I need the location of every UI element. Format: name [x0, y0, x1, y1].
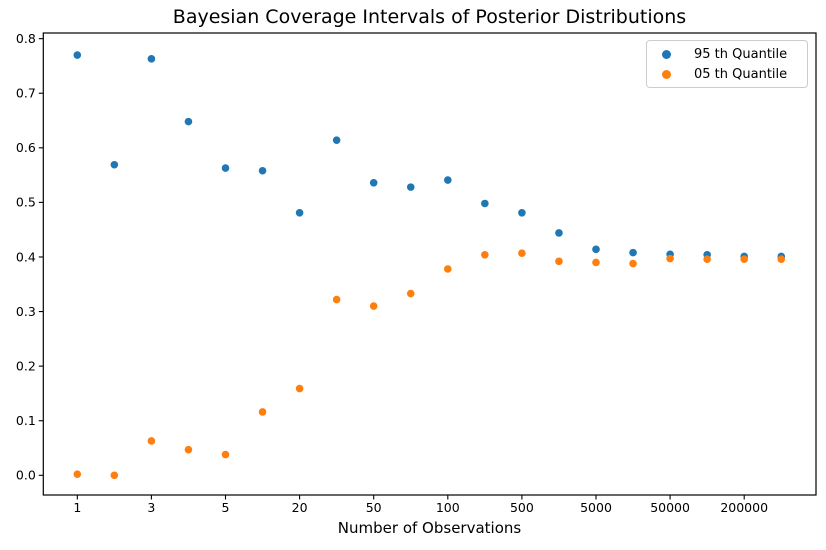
- data-point-series-1: [147, 437, 156, 445]
- data-point-series-1: [444, 265, 452, 273]
- y-tick-label: 0.1: [16, 413, 36, 428]
- data-point-series-1: [740, 255, 748, 263]
- data-point-series-0: [369, 178, 378, 187]
- y-tick-label: 0.8: [16, 31, 36, 46]
- legend-item-05th-quantile: 05 th Quantile: [647, 64, 807, 84]
- data-point-series-1: [184, 445, 193, 454]
- data-point-series-1: [332, 295, 341, 304]
- x-tick-label: 5000: [580, 500, 612, 515]
- y-tick-label: 0.5: [16, 195, 36, 210]
- data-point-series-1: [555, 257, 563, 266]
- data-point-series-0: [184, 117, 193, 126]
- legend-label-05th: 05 th Quantile: [694, 66, 788, 82]
- y-tick-label: 0.2: [16, 358, 36, 373]
- data-point-series-0: [592, 245, 600, 254]
- data-point-series-0: [110, 160, 119, 169]
- data-point-series-1: [295, 384, 304, 393]
- y-tick-label: 0.0: [16, 468, 36, 483]
- y-tick-label: 0.6: [16, 140, 36, 155]
- data-point-series-1: [258, 408, 267, 416]
- x-tick-label: 20: [292, 500, 308, 515]
- y-tick-label: 0.4: [16, 249, 36, 264]
- x-axis-label: Number of Observations: [337, 519, 522, 537]
- data-point-series-0: [332, 136, 341, 144]
- x-tick-label: 50: [366, 500, 382, 515]
- data-point-series-1: [629, 259, 637, 268]
- data-point-series-0: [147, 55, 156, 63]
- legend-item-95th-quantile: 95 th Quantile: [647, 44, 807, 64]
- chart-title: Bayesian Coverage Intervals of Posterior…: [172, 6, 687, 28]
- x-tick-label: 500: [510, 500, 534, 515]
- x-tick-label: 1: [73, 500, 81, 515]
- x-tick-label: 5: [222, 500, 230, 515]
- data-point-series-0: [406, 183, 415, 191]
- data-point-series-0: [221, 164, 230, 172]
- data-point-series-0: [73, 51, 82, 59]
- legend: 95 th Quantile 05 th Quantile: [646, 40, 808, 88]
- y-tick-label: 0.7: [16, 86, 36, 101]
- x-tick-label: 200000: [720, 500, 768, 515]
- data-point-series-0: [295, 208, 304, 217]
- data-point-series-1: [110, 471, 119, 480]
- axes-frame: [42, 32, 817, 496]
- data-point-series-0: [629, 248, 637, 257]
- data-point-series-1: [369, 302, 378, 310]
- data-point-series-1: [703, 255, 711, 263]
- legend-label-95th: 95 th Quantile: [694, 46, 788, 62]
- data-point-series-0: [258, 166, 267, 175]
- data-point-series-1: [406, 289, 415, 298]
- data-point-series-0: [481, 199, 489, 208]
- data-point-series-1: [221, 450, 230, 459]
- data-point-series-1: [481, 250, 489, 259]
- data-point-series-1: [518, 249, 526, 257]
- data-point-series-0: [555, 229, 563, 237]
- data-point-series-1: [666, 254, 674, 263]
- x-tick-label: 50000: [650, 500, 690, 515]
- data-point-series-1: [592, 258, 600, 267]
- legend-marker-95th-icon: [662, 49, 671, 59]
- data-point-series-1: [777, 255, 786, 263]
- y-tick-label: 0.3: [16, 304, 36, 319]
- x-tick-label: 100: [436, 500, 460, 515]
- data-point-series-0: [518, 208, 526, 217]
- data-point-series-1: [73, 470, 82, 479]
- x-tick-label: 3: [147, 500, 155, 515]
- legend-marker-05th-icon: [662, 69, 671, 79]
- data-point-series-0: [444, 176, 452, 184]
